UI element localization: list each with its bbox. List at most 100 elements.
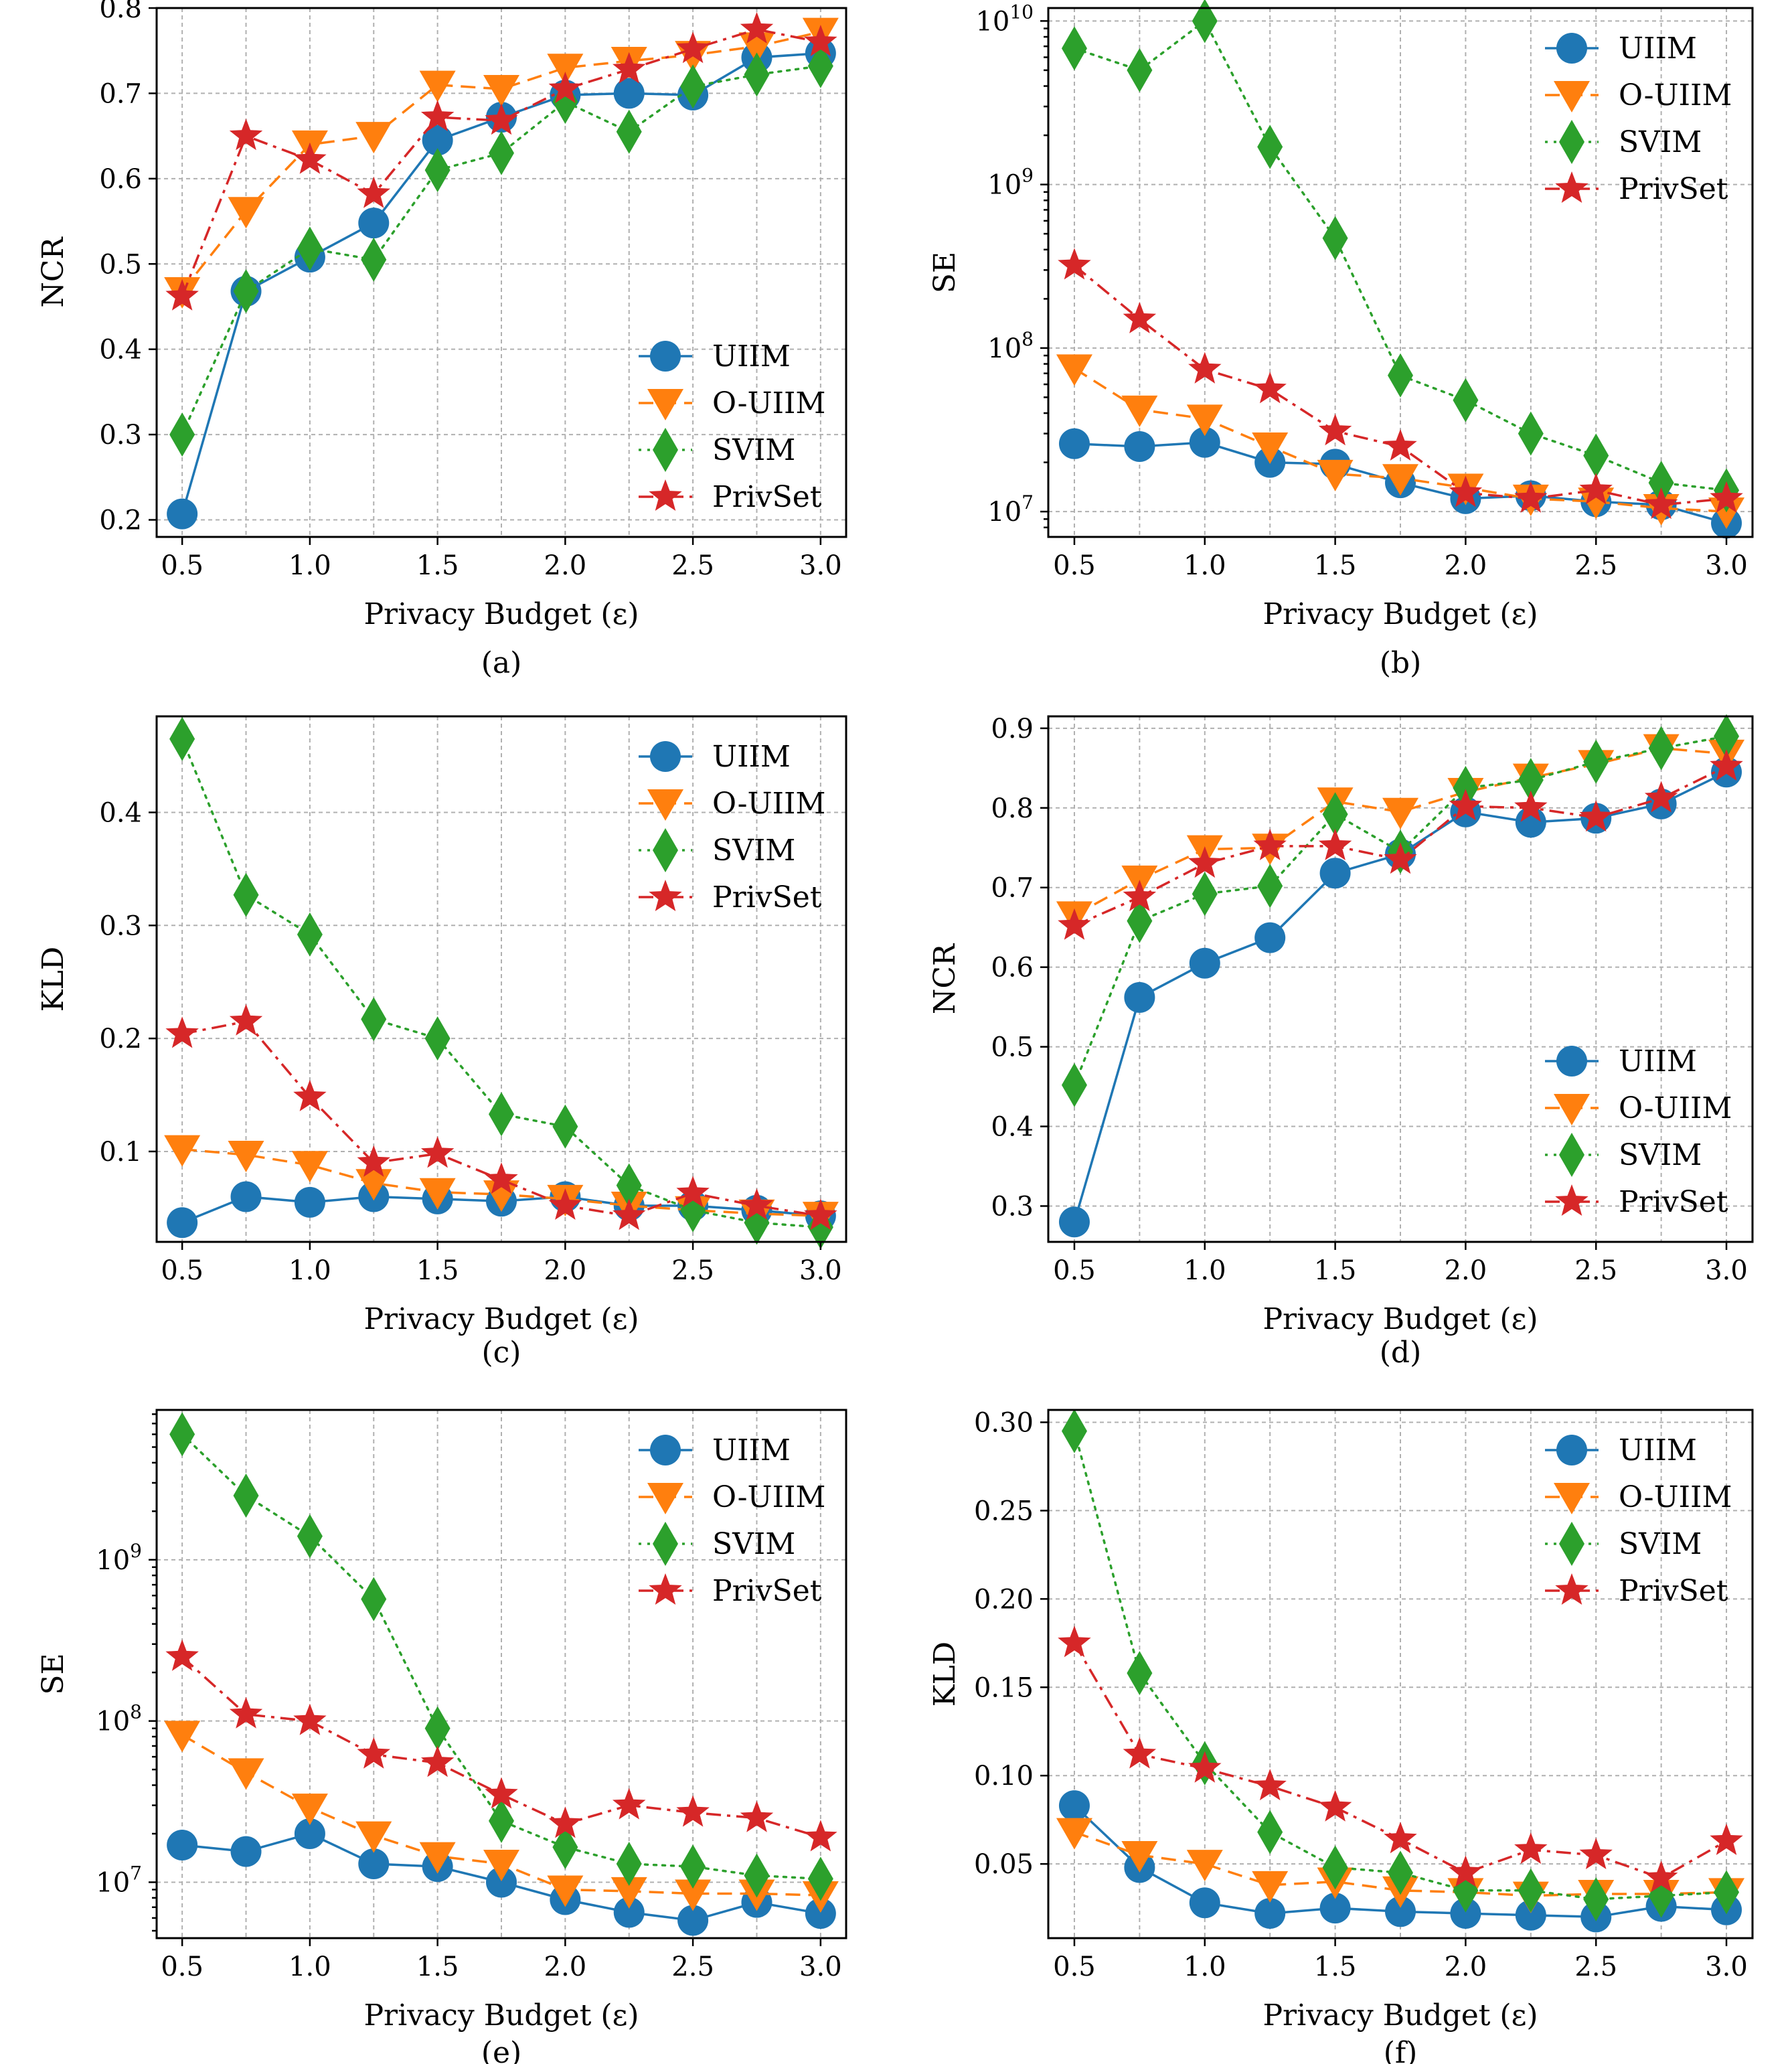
legend-label: PrivSet <box>712 1574 822 1608</box>
legend-label: UIIM <box>1619 31 1697 66</box>
legend-marker <box>649 880 682 911</box>
data-point <box>167 1829 198 1860</box>
legend-marker <box>1555 171 1589 203</box>
x-tick-label: 3.0 <box>799 1952 842 1982</box>
data-point <box>1579 800 1613 832</box>
data-point <box>1514 790 1548 822</box>
data-point <box>1056 354 1092 386</box>
data-point <box>1121 1840 1158 1873</box>
y-axis-label: KLD <box>36 947 70 1012</box>
x-tick-label: 3.0 <box>1705 550 1748 581</box>
data-point <box>1518 758 1544 803</box>
data-point <box>804 1820 837 1852</box>
data-point <box>1388 1850 1413 1895</box>
x-tick-label: 1.5 <box>1314 1952 1357 1982</box>
data-point <box>1514 1832 1548 1864</box>
data-point <box>230 1836 262 1867</box>
data-point <box>1124 430 1155 462</box>
data-point <box>1382 464 1418 496</box>
data-point <box>489 131 514 175</box>
data-point <box>169 412 195 457</box>
legend-label: UIIM <box>712 740 791 774</box>
data-point <box>293 1079 327 1111</box>
data-point <box>357 176 390 208</box>
data-point <box>1319 1893 1351 1924</box>
y-tick-label: 0.3 <box>99 420 142 451</box>
data-point <box>420 1136 455 1168</box>
data-point <box>233 269 259 314</box>
data-point <box>1186 1850 1223 1882</box>
data-point <box>547 1875 584 1907</box>
x-tick-label: 2.5 <box>1574 1952 1617 1982</box>
legend: UIIM O-UIIM SVIM PrivSet <box>639 339 825 514</box>
data-point <box>1714 1870 1740 1915</box>
data-point <box>358 1848 390 1880</box>
data-point <box>613 78 645 109</box>
y-tick-label: 0.5 <box>99 249 142 280</box>
data-point <box>1123 880 1157 911</box>
data-point <box>1644 781 1678 813</box>
y-axis-label: NCR <box>36 236 70 307</box>
x-tick-label: 1.5 <box>416 1255 459 1286</box>
data-point <box>1450 1898 1481 1929</box>
data-point <box>676 31 710 64</box>
data-point <box>1061 1409 1087 1453</box>
subplot-caption: (f) <box>1384 2036 1418 2064</box>
legend: UIIM O-UIIM SVIM PrivSet <box>1545 1044 1732 1219</box>
legend-label: O-UIIM <box>1619 1091 1732 1125</box>
data-point <box>744 52 770 97</box>
data-point <box>1384 429 1417 461</box>
data-point <box>1186 404 1223 436</box>
x-tick-label: 1.0 <box>289 1255 331 1286</box>
data-point <box>1252 1871 1289 1903</box>
subplot-caption: (d) <box>1380 1336 1422 1370</box>
x-tick-label: 0.5 <box>161 1952 203 1982</box>
data-point <box>675 1879 712 1911</box>
data-point <box>1318 414 1352 446</box>
data-point <box>1254 1898 1286 1929</box>
y-axis-label: SE <box>36 1653 70 1694</box>
y-tick-label: 0.2 <box>99 1024 142 1054</box>
data-point <box>297 226 323 271</box>
y-tick-label: 0.6 <box>99 164 142 195</box>
data-point <box>294 1818 325 1849</box>
data-point <box>1518 1868 1544 1913</box>
y-tick-label: 0.3 <box>99 910 142 941</box>
data-point <box>1644 487 1678 520</box>
data-point <box>228 197 264 229</box>
x-tick-label: 1.0 <box>289 1952 331 1982</box>
y-tick-label: 0.6 <box>991 953 1034 983</box>
x-tick-label: 0.5 <box>1053 1952 1096 1982</box>
y-tick-label: 107 <box>987 491 1034 528</box>
data-point <box>1322 216 1348 260</box>
data-point <box>1708 497 1745 530</box>
data-point <box>680 1844 706 1889</box>
legend-marker <box>1559 1133 1584 1177</box>
data-point <box>613 1897 645 1928</box>
legend-label: O-UIIM <box>712 787 825 821</box>
data-point <box>677 1905 709 1936</box>
x-axis-label: Privacy Budget (ε) <box>363 1998 639 2033</box>
x-tick-label: 3.0 <box>799 1255 842 1286</box>
plot-frame <box>1047 715 1754 1243</box>
data-point <box>169 1412 195 1457</box>
data-point <box>424 148 451 193</box>
data-point <box>419 70 456 102</box>
data-point <box>164 1135 201 1167</box>
x-tick-label: 2.5 <box>671 550 714 581</box>
data-point <box>164 1721 201 1753</box>
data-point <box>1189 947 1220 979</box>
legend-label: SVIM <box>1619 125 1702 159</box>
y-tick-label: 0.2 <box>99 505 142 536</box>
data-point <box>676 1176 710 1208</box>
data-point <box>1710 1823 1743 1855</box>
y-tick-label: 0.4 <box>99 797 142 828</box>
x-axis-label: Privacy Budget (ε) <box>363 1302 639 1336</box>
data-point <box>740 1800 774 1832</box>
y-tick-label: 0.15 <box>974 1672 1034 1703</box>
data-point <box>1514 481 1548 513</box>
data-point <box>419 1178 456 1210</box>
data-point <box>1579 1838 1613 1869</box>
legend-label: PrivSet <box>1619 1574 1728 1608</box>
data-point <box>1322 792 1348 837</box>
